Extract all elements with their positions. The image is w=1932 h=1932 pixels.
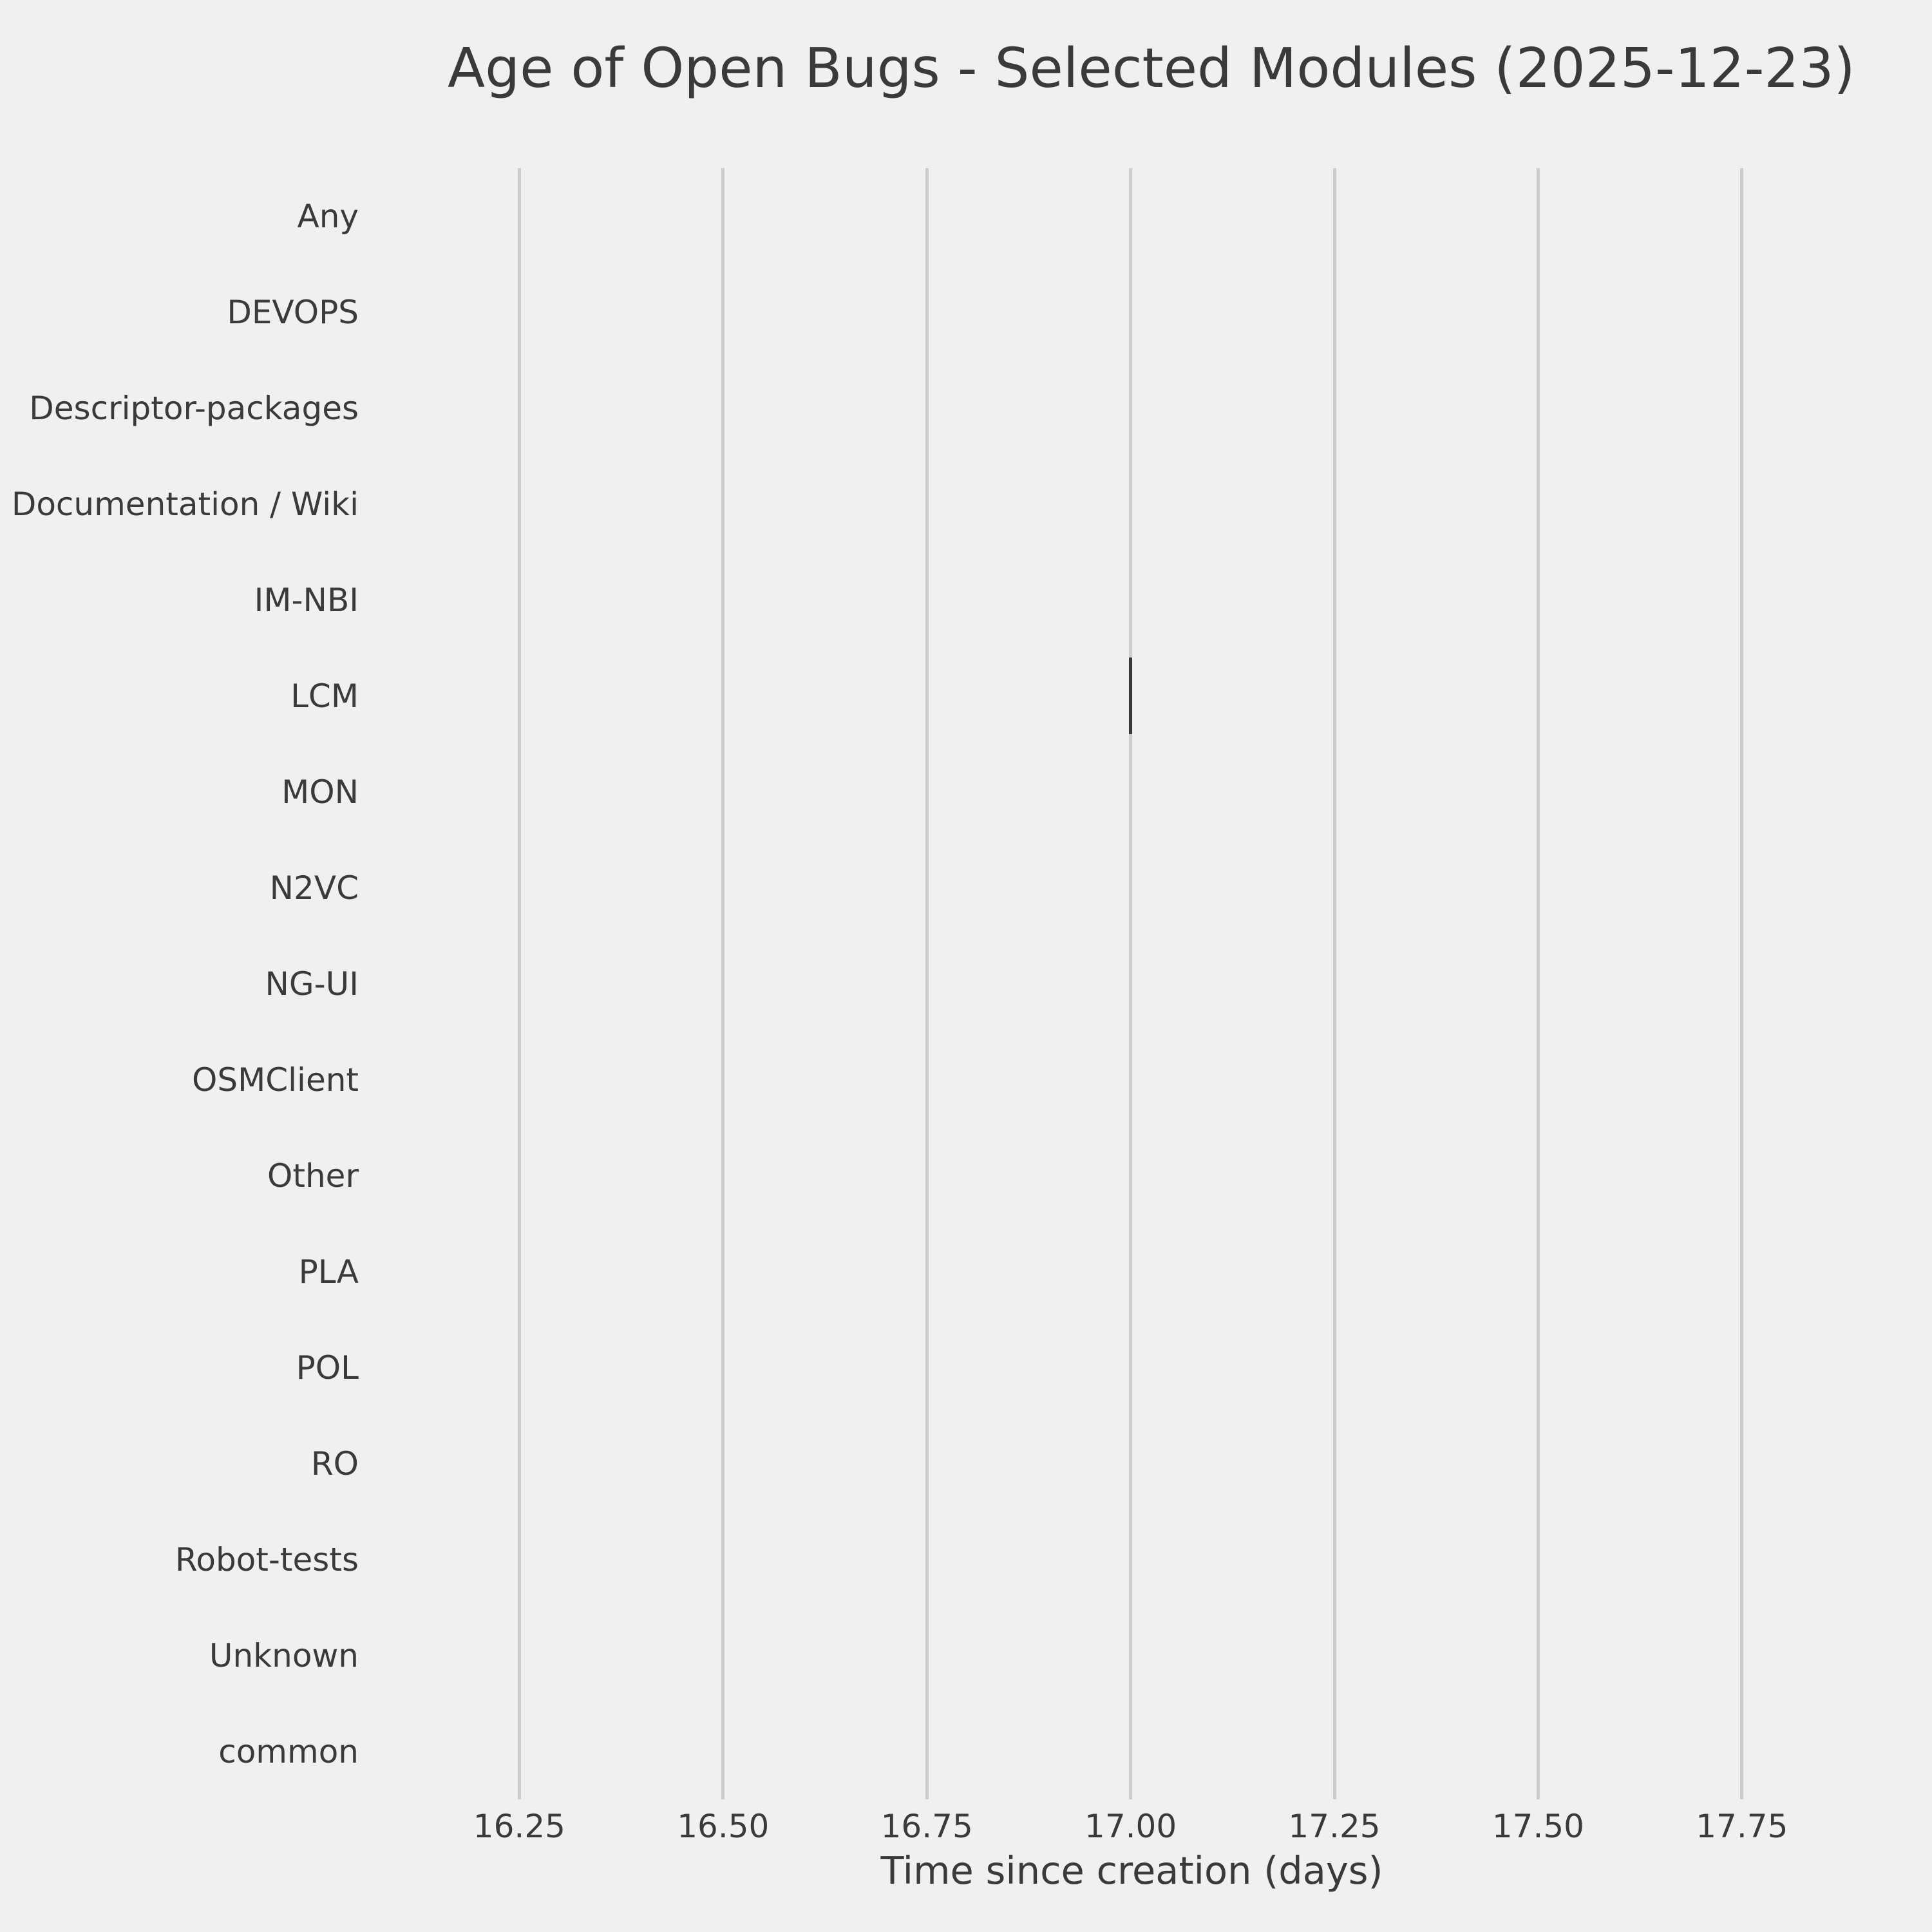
y-axis-label: OSMClient bbox=[192, 1061, 359, 1099]
y-axis-label: Descriptor-packages bbox=[29, 389, 359, 427]
y-axis-label: NG-UI bbox=[265, 965, 359, 1003]
x-tick-label: 17.75 bbox=[1696, 1808, 1788, 1845]
boxplot-mark-lcm bbox=[1129, 657, 1133, 735]
y-axis-label: IM-NBI bbox=[254, 581, 359, 619]
y-axis-label: RO bbox=[310, 1444, 359, 1482]
y-axis-label: POL bbox=[296, 1349, 359, 1387]
y-axis-label: DEVOPS bbox=[227, 293, 359, 331]
y-axis-label: MON bbox=[281, 773, 359, 811]
y-axis-label: Any bbox=[297, 197, 359, 235]
y-axis-label: N2VC bbox=[269, 869, 359, 907]
x-tick-label: 16.75 bbox=[880, 1808, 973, 1845]
gridline bbox=[1332, 168, 1336, 1799]
y-axis-label: Robot-tests bbox=[175, 1540, 359, 1578]
y-axis-label: PLA bbox=[298, 1253, 359, 1291]
chart-title: Age of Open Bugs - Selected Modules (202… bbox=[448, 37, 1855, 100]
gridline bbox=[1129, 168, 1133, 1799]
y-axis-label: LCM bbox=[290, 677, 359, 715]
x-tick-label: 17.50 bbox=[1492, 1808, 1584, 1845]
gridline bbox=[721, 168, 725, 1799]
x-tick-label: 17.00 bbox=[1084, 1808, 1177, 1845]
y-axis-label: Documentation / Wiki bbox=[11, 485, 359, 523]
x-axis-title: Time since creation (days) bbox=[880, 1848, 1383, 1893]
x-tick-label: 16.50 bbox=[677, 1808, 770, 1845]
y-axis-label: Unknown bbox=[209, 1636, 359, 1674]
y-axis-label: common bbox=[218, 1732, 359, 1770]
gridline bbox=[517, 168, 521, 1799]
gridline bbox=[1536, 168, 1540, 1799]
x-tick-label: 17.25 bbox=[1288, 1808, 1381, 1845]
plot-area bbox=[448, 168, 1816, 1799]
gridline bbox=[1740, 168, 1744, 1799]
y-axis-label: Other bbox=[267, 1157, 359, 1195]
x-tick-label: 16.25 bbox=[473, 1808, 565, 1845]
gridline bbox=[925, 168, 929, 1799]
